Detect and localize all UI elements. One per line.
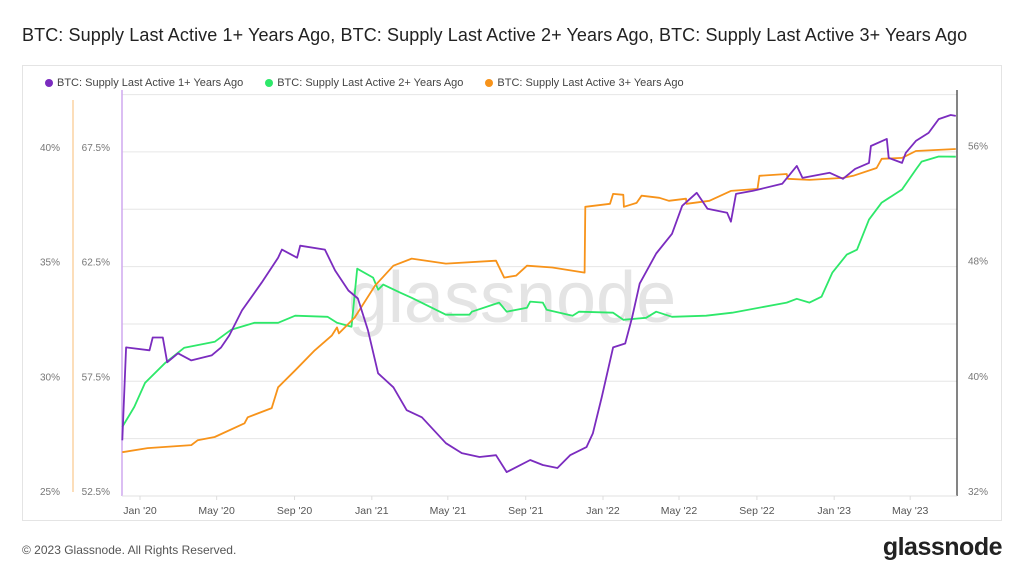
x-tick-label: May '20 <box>198 505 235 517</box>
y-tick-label: 40% <box>40 143 60 154</box>
chart-title: BTC: Supply Last Active 1+ Years Ago, BT… <box>22 25 968 45</box>
x-tick-label: Sep '20 <box>277 505 312 517</box>
legend-item-3y[interactable]: BTC: Supply Last Active 3+ Years Ago <box>485 77 684 89</box>
series-line-1y <box>121 114 956 473</box>
legend-label: BTC: Supply Last Active 3+ Years Ago <box>497 77 684 89</box>
legend-label: BTC: Supply Last Active 1+ Years Ago <box>57 77 244 89</box>
y-tick-label: 30% <box>40 372 60 383</box>
y-tick-label: 35% <box>40 258 60 269</box>
x-tick-label: May '22 <box>661 505 698 517</box>
legend-dot-1y <box>45 79 53 87</box>
y-tick-label: 25% <box>40 487 60 498</box>
y-tick-label: 56% <box>968 141 988 152</box>
x-tick-label: Sep '22 <box>739 505 774 517</box>
x-tick-label: Jan '22 <box>586 505 620 517</box>
glassnode-logo: glassnode <box>882 533 1003 561</box>
legend-dot-3y <box>485 79 494 87</box>
y-tick-label: 52.5% <box>82 487 110 498</box>
y-tick-label: 67.5% <box>82 143 110 154</box>
y-tick-label: 40% <box>968 372 988 383</box>
legend-dot-2y <box>265 79 274 87</box>
chart-card <box>22 65 1002 521</box>
legend: BTC: Supply Last Active 1+ Years Ago BTC… <box>45 77 684 89</box>
x-tick-label: May '21 <box>430 505 467 517</box>
x-tick-label: Jan '23 <box>817 505 851 517</box>
watermark: glassnode <box>348 258 676 338</box>
y-tick-label: 32% <box>968 487 988 498</box>
legend-item-2y[interactable]: BTC: Supply Last Active 2+ Years Ago <box>265 77 463 89</box>
series-line-2y <box>121 155 956 428</box>
y-tick-label: 62.5% <box>82 258 110 269</box>
x-tick-label: May '23 <box>892 505 929 517</box>
legend-item-1y[interactable]: BTC: Supply Last Active 1+ Years Ago <box>45 77 243 89</box>
x-tick-label: Sep '21 <box>508 505 543 517</box>
y-tick-label: 57.5% <box>82 372 110 383</box>
x-tick-label: Jan '20 <box>123 505 157 517</box>
y-tick-label: 48% <box>968 257 988 268</box>
legend-label: BTC: Supply Last Active 2+ Years Ago <box>277 77 464 89</box>
x-tick-label: Jan '21 <box>355 505 389 517</box>
copyright-footer: © 2023 Glassnode. All Rights Reserved. <box>22 543 237 557</box>
